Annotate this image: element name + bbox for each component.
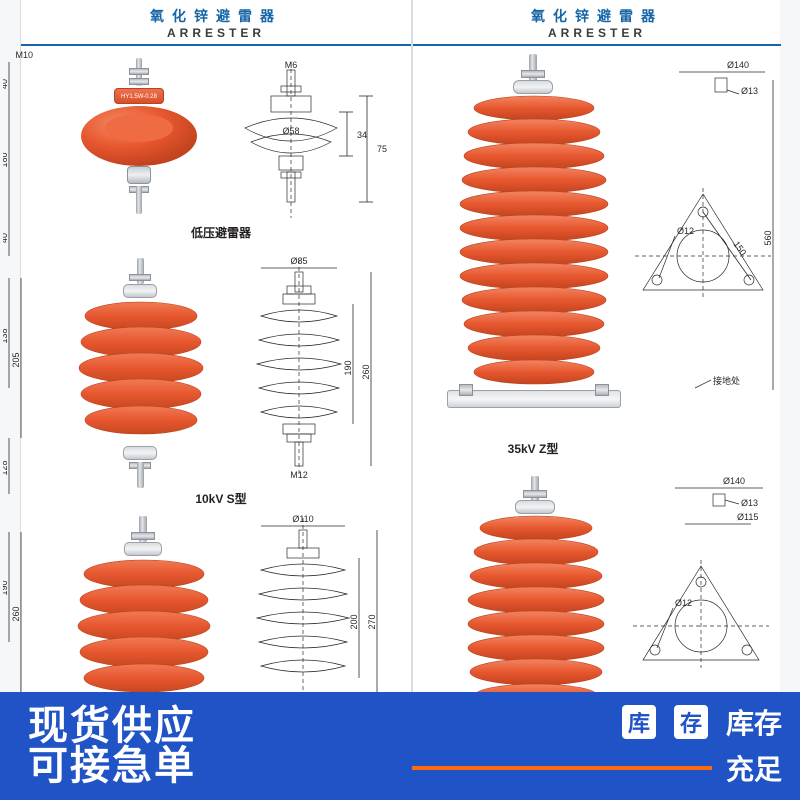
kv10-partial-dims: 138 205 128 <box>3 270 39 500</box>
kv10b-partial-dims: 190 260 <box>3 522 39 702</box>
promo-left-text: 现货供应 可接急单 <box>28 706 196 786</box>
svg-text:75: 75 <box>377 144 387 154</box>
promo-badge-1: 库 <box>622 705 656 739</box>
svg-text:Ø115: Ø115 <box>737 512 758 522</box>
svg-text:205: 205 <box>11 352 21 367</box>
promo-underline <box>412 766 712 770</box>
promo-tag-cn: 库存 <box>726 702 782 742</box>
kv35b-drawing: Ø140 Ø115 Ø13 Ø12 <box>623 470 783 700</box>
promo-line1: 现货供应 <box>28 706 196 746</box>
promo-tag-sub: 充足 <box>726 748 782 788</box>
lowv-photo: HY1.5W-0.28 <box>79 58 199 216</box>
lowv-caption: 低压避雷器 <box>81 224 361 241</box>
promo-right: 库 存 库存 充足 <box>412 702 782 788</box>
svg-text:Ø13: Ø13 <box>741 86 758 96</box>
svg-text:190: 190 <box>3 580 9 595</box>
header-en: ARRESTER <box>21 26 411 40</box>
catalog-sheet: 氧化锌避雷器 ARRESTER M10 40 180 40 HY1.5W-0.2… <box>20 0 780 800</box>
kv10-photo <box>71 258 211 488</box>
header-cn: 氧化锌避雷器 <box>21 6 411 26</box>
kv10b-drawing: Ø110 200 270 <box>231 510 401 710</box>
kv35-photo <box>439 54 629 434</box>
promo-bar: 现货供应 可接急单 库 存 库存 充足 <box>0 692 800 800</box>
svg-text:560: 560 <box>763 230 773 245</box>
svg-text:34: 34 <box>357 130 367 140</box>
svg-text:190: 190 <box>343 360 353 375</box>
svg-text:40: 40 <box>3 233 9 243</box>
svg-text:Ø58: Ø58 <box>282 126 299 136</box>
svg-text:260: 260 <box>11 606 21 621</box>
kv10-caption: 10kV S型 <box>81 490 361 507</box>
kv10-drawing: Ø85 M12 190 260 <box>227 252 397 488</box>
column-left: 氧化锌避雷器 ARRESTER M10 40 180 40 HY1.5W-0.2… <box>21 0 411 800</box>
svg-text:260: 260 <box>361 364 371 379</box>
svg-text:200: 200 <box>349 614 359 629</box>
svg-text:40: 40 <box>3 79 9 89</box>
svg-text:Ø140: Ø140 <box>723 476 745 486</box>
promo-tag: 库 存 库存 <box>622 702 782 742</box>
svg-text:Ø12: Ø12 <box>677 226 694 236</box>
svg-text:270: 270 <box>367 614 377 629</box>
svg-text:接地处: 接地处 <box>713 375 740 386</box>
header-en: ARRESTER <box>413 26 781 40</box>
lowv-model-label: HY1.5W-0.28 <box>115 89 163 105</box>
column-header-right: 氧化锌避雷器 ARRESTER <box>413 0 781 46</box>
kv35-caption: 35kV Z型 <box>433 440 633 457</box>
lowv-drawing: M6 Ø58 34 75 <box>221 56 391 226</box>
header-cn: 氧化锌避雷器 <box>413 6 781 26</box>
svg-text:Ø140: Ø140 <box>727 60 749 70</box>
svg-text:Ø13: Ø13 <box>741 498 758 508</box>
promo-line2: 可接急单 <box>28 746 196 786</box>
svg-text:Ø12: Ø12 <box>675 598 692 608</box>
svg-text:M6: M6 <box>285 60 298 70</box>
column-right: 氧化锌避雷器 ARRESTER <box>411 0 781 800</box>
svg-text:180: 180 <box>3 152 9 167</box>
column-header-left: 氧化锌避雷器 ARRESTER <box>21 0 411 46</box>
svg-text:128: 128 <box>3 460 9 475</box>
svg-text:150: 150 <box>731 239 748 257</box>
svg-text:M12: M12 <box>290 470 308 480</box>
kv35b-photo <box>451 476 621 706</box>
kv10b-photo <box>69 516 219 706</box>
promo-badge-2: 存 <box>674 705 708 739</box>
lowv-partial-dims: M10 40 180 40 <box>3 48 39 268</box>
kv35-drawing: Ø140 Ø13 150 Ø12 560 接 <box>623 54 783 434</box>
svg-text:138: 138 <box>3 328 9 343</box>
svg-text:M10: M10 <box>15 50 33 60</box>
